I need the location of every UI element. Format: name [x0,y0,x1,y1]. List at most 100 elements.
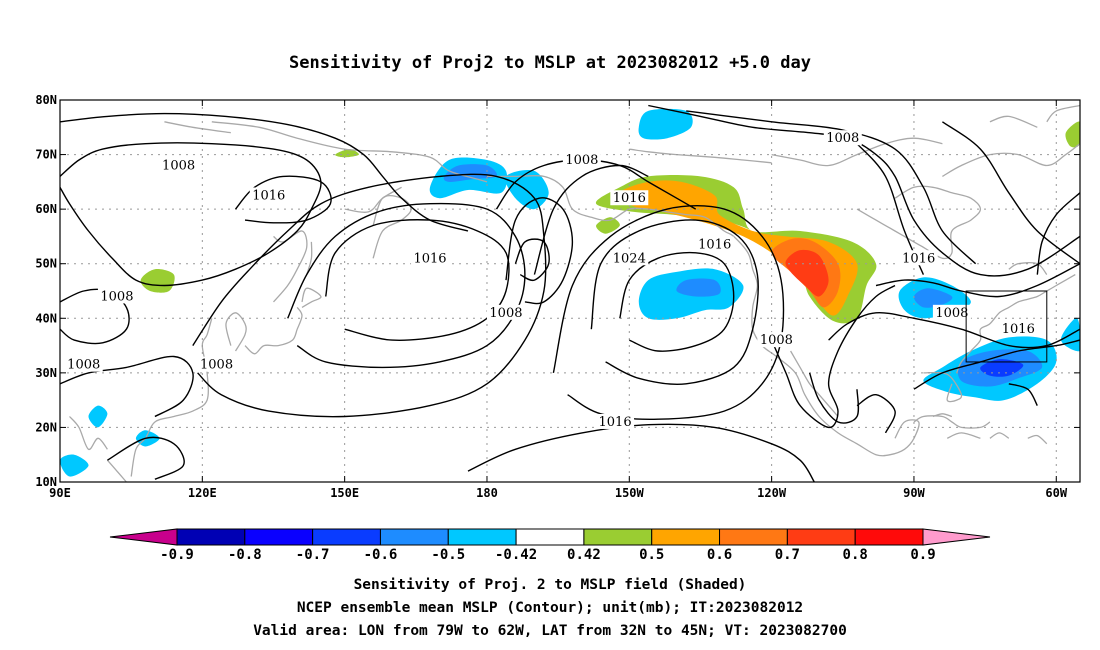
mslp-contour [234,175,332,224]
mslp-contour [619,251,735,352]
mslp-contour [770,284,896,429]
coastline [69,416,108,450]
contour-label: 1008 [826,131,859,146]
colorbar-high-arrow [922,528,991,546]
contour-label-backing [610,190,649,206]
contour-label: 1008 [489,306,522,321]
colorbar-label: -0.9 [160,547,194,563]
colorbar-swatch [719,528,788,546]
sensitivity-region [785,249,829,297]
latitude-tick-label: 70N [35,148,57,162]
coastline [1027,434,1048,445]
caption-line-2: NCEP ensemble mean MSLP (Contour); unit(… [297,600,803,616]
mslp-contour [287,202,526,369]
coastline [306,241,313,275]
contour-label: 1008 [67,358,100,373]
mslp-contour [192,173,547,418]
colorbar-swatch [583,528,653,546]
colorbar-label: 0.9 [910,547,935,563]
contour-label: 1016 [599,415,632,430]
coastline [130,318,213,477]
latitude-tick-label: 50N [35,257,57,271]
colorbar-swatch [379,528,449,546]
sensitivity-region [638,108,693,140]
colorbar-label: 0.8 [843,547,868,563]
mslp-contour [1036,192,1080,275]
contour-label-backing [610,250,649,266]
colorbar-label: 0.7 [775,547,800,563]
contour-label-backing [596,413,635,429]
longitude-tick-label: 150W [615,486,645,500]
longitude-tick-label: 60W [1045,486,1067,500]
axis-ticks [59,99,1080,483]
longitude-tick-label: 120E [188,486,217,500]
mslp-contour [60,355,194,418]
caption-line-1: Sensitivity of Proj. 2 to MSLP field (Sh… [354,577,747,593]
latitude-tick-label: 10N [35,475,57,489]
sensitivity-region [88,405,108,428]
contour-label: 1008 [565,153,598,168]
gridline-layer [60,100,1080,482]
coastline [629,148,772,164]
sensitivity-region [443,164,498,182]
contour-label: 1008 [200,358,233,373]
latitude-tick-labels: 10N 20N 30N 40N 50N 60N 70N 80N [35,93,57,489]
contour-label-backing [411,250,450,266]
contour-label-backing [999,321,1038,337]
coastline [956,274,1076,374]
latitude-tick-label: 60N [35,202,57,216]
mslp-contour [60,288,130,345]
coastline [487,174,920,457]
contour-label-backing [97,288,136,304]
mslp-contour [325,219,510,341]
contour-label-backing [562,152,601,168]
mslp-contour [913,339,1080,390]
contour-label: 1016 [1002,322,1035,337]
longitude-tick-label: 120W [757,486,787,500]
contour-label-backing [823,130,862,146]
mslp-contour [552,205,785,420]
contour-label-backing [757,332,796,348]
latitude-tick-label: 20N [35,420,57,434]
colorbar-label: -0.6 [364,547,398,563]
coastline [301,287,322,308]
contour-label-backing [695,236,734,252]
colorbar-swatch [515,528,585,546]
valid-area-box [965,290,1048,363]
sensitivity-region [1065,121,1080,148]
mslp-contour [1008,383,1038,406]
longitude-tick-label: 90E [49,486,71,500]
coastline [989,432,1010,439]
colorbar-swatch [176,528,246,546]
coastline [244,307,303,355]
coastline [106,459,127,482]
caption-block: Sensitivity of Proj. 2 to MSLP field (Sh… [253,577,847,639]
map-frame [59,99,1081,483]
mslp-contour [467,423,815,482]
sensitivity-region [60,454,89,477]
mslp-contour [60,142,322,287]
coastline [225,312,247,352]
coastline [771,137,943,167]
colorbar-label: -0.42 [495,547,537,563]
coastline [942,143,1080,177]
coastline [1008,262,1048,276]
contour-label: 1008 [935,306,968,321]
colorbar-label: 0.42 [567,547,601,563]
contour-label-backing [899,250,938,266]
mslp-contour [590,219,759,385]
coastline [211,121,488,183]
contour-label: 1016 [902,251,935,266]
coastline [989,115,1038,128]
coastline [1046,104,1080,123]
mslp-contour [495,159,697,210]
longitude-tick-label: 150E [330,486,359,500]
sensitivity-region [140,269,175,293]
coastline [856,185,982,260]
mslp-contour [828,311,1080,349]
colorbar: -0.9 -0.8 -0.7 -0.6 -0.5 -0.42 0.42 0.5 0.6 0.7 0.… [109,528,991,563]
mslp-contour [941,121,1080,265]
sensitivity-region [913,288,953,308]
contour-label: 1008 [100,289,133,304]
